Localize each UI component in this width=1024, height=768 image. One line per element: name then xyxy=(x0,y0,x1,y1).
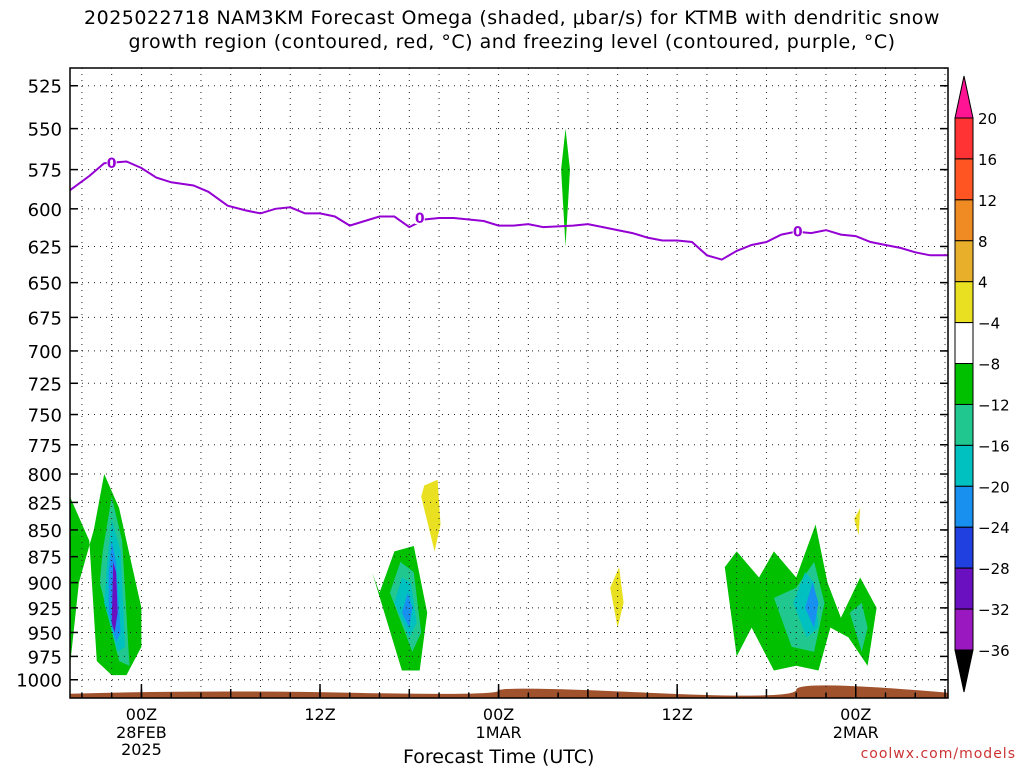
omega-region-17 xyxy=(854,508,861,536)
colorbar-label: 4 xyxy=(978,274,988,292)
y-tick-label: 750 xyxy=(28,406,62,427)
x-tick-date: 1MAR xyxy=(476,723,522,742)
y-tick-label: 1000 xyxy=(16,671,62,692)
x-tick-label: 12Z xyxy=(304,705,335,724)
colorbar-label: −8 xyxy=(978,356,1000,374)
colorbar-label: −12 xyxy=(978,396,1010,414)
colorbar-swatch xyxy=(954,526,974,569)
omega-region-8 xyxy=(401,592,413,628)
colorbar: 20 16 12 8 4 −4 −8 −12 −16 −20 −24 −28 −32 −36 xyxy=(954,75,1010,693)
chart-title-line1: 2025022718 NAM3KM Forecast Omega (shaded… xyxy=(84,7,940,29)
colorbar-bottom-cap xyxy=(954,649,974,693)
chart-title: 2025022718 NAM3KM Forecast Omega (shaded… xyxy=(0,6,1024,54)
freezing-level-label: 0 xyxy=(107,156,117,172)
colorbar-swatch xyxy=(954,199,974,242)
freezing-level-label: 0 xyxy=(793,225,803,241)
colorbar-swatch xyxy=(954,608,974,651)
colorbar-swatch xyxy=(954,117,974,160)
x-tick-year: 2025 xyxy=(121,740,162,759)
y-axis: 525 550 575 600 625 650 675 700 725 750 775 800 825 8… xyxy=(16,77,948,692)
colorbar-label: −16 xyxy=(978,437,1010,455)
x-tick-label: 00Z xyxy=(840,705,871,724)
freezing-label-bg xyxy=(414,210,425,225)
colorbar-label: −32 xyxy=(978,601,1010,619)
plot-frame xyxy=(69,67,949,699)
omega-region-16 xyxy=(849,602,868,652)
y-tick-label: 625 xyxy=(28,237,62,258)
omega-region-11 xyxy=(561,128,570,247)
y-tick-label: 525 xyxy=(28,77,62,98)
x-tick-label: 12Z xyxy=(661,705,692,724)
grid xyxy=(70,68,948,698)
chart-title-line2: growth region (contoured, red, °C) and f… xyxy=(128,31,896,53)
colorbar-swatch xyxy=(954,444,974,487)
y-tick-label: 775 xyxy=(28,436,62,457)
x-tick-date: 2MAR xyxy=(833,723,879,742)
colorbar-label: −36 xyxy=(978,642,1010,660)
colorbar-swatch xyxy=(954,567,974,610)
colorbar-swatch xyxy=(954,403,974,446)
freezing-level-line xyxy=(69,160,948,261)
freezing-level-label: 0 xyxy=(415,211,425,227)
colorbar-swatch xyxy=(954,322,974,365)
y-tick-label: 725 xyxy=(28,374,62,395)
x-tick-date: 28FEB xyxy=(116,723,167,742)
y-tick-label: 925 xyxy=(28,599,62,620)
y-tick-label: 700 xyxy=(28,342,62,363)
colorbar-swatch xyxy=(954,281,974,324)
y-tick-label: 975 xyxy=(28,647,62,668)
omega-region-9 xyxy=(421,479,441,552)
colorbar-label: 16 xyxy=(978,151,997,169)
y-tick-label: 800 xyxy=(28,465,62,486)
y-tick-label: 675 xyxy=(28,308,62,329)
x-tick-label: 00Z xyxy=(126,705,157,724)
y-tick-label: 900 xyxy=(28,574,62,595)
colorbar-label: −28 xyxy=(978,560,1010,578)
y-tick-label: 600 xyxy=(28,200,62,221)
colorbar-swatch xyxy=(954,363,974,405)
y-tick-label: 875 xyxy=(28,548,62,569)
omega-region-4 xyxy=(111,561,118,633)
colorbar-swatch xyxy=(954,485,974,528)
y-tick-label: 950 xyxy=(28,623,62,644)
y-tick-label: 825 xyxy=(28,493,62,514)
freezing-level: 0 0 0 xyxy=(69,155,948,261)
colorbar-swatch xyxy=(954,240,974,283)
colorbar-label: −20 xyxy=(978,478,1010,496)
freezing-label-bg xyxy=(106,155,117,170)
colorbar-top-cap xyxy=(954,75,974,119)
omega-regions xyxy=(70,128,877,676)
freezing-label-bg xyxy=(792,223,803,238)
colorbar-label: −24 xyxy=(978,519,1010,537)
x-tick-label: 00Z xyxy=(483,705,514,724)
colorbar-label: −4 xyxy=(978,315,1000,333)
colorbar-label: 20 xyxy=(978,110,997,128)
colorbar-label: 12 xyxy=(978,192,997,210)
y-tick-label: 650 xyxy=(28,274,62,295)
y-tick-label: 575 xyxy=(28,161,62,182)
omega-region-10 xyxy=(610,567,624,628)
y-tick-label: 550 xyxy=(28,120,62,141)
y-tick-label: 850 xyxy=(28,521,62,542)
omega-region-15 xyxy=(805,582,819,628)
x-axis-label: Forecast Time (UTC) xyxy=(403,746,595,768)
colorbar-label: 8 xyxy=(978,233,988,251)
colorbar-swatch xyxy=(954,158,974,201)
credit-link[interactable]: coolwx.com/models xyxy=(860,746,1016,762)
